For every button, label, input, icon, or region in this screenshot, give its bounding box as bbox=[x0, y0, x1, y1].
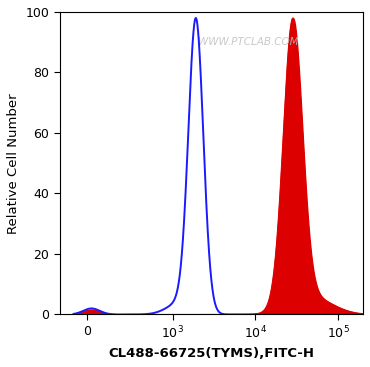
Text: WWW.PTCLAB.COM: WWW.PTCLAB.COM bbox=[198, 37, 298, 47]
Y-axis label: Relative Cell Number: Relative Cell Number bbox=[7, 93, 20, 233]
X-axis label: CL488-66725(TYMS),FITC-H: CL488-66725(TYMS),FITC-H bbox=[108, 347, 314, 360]
